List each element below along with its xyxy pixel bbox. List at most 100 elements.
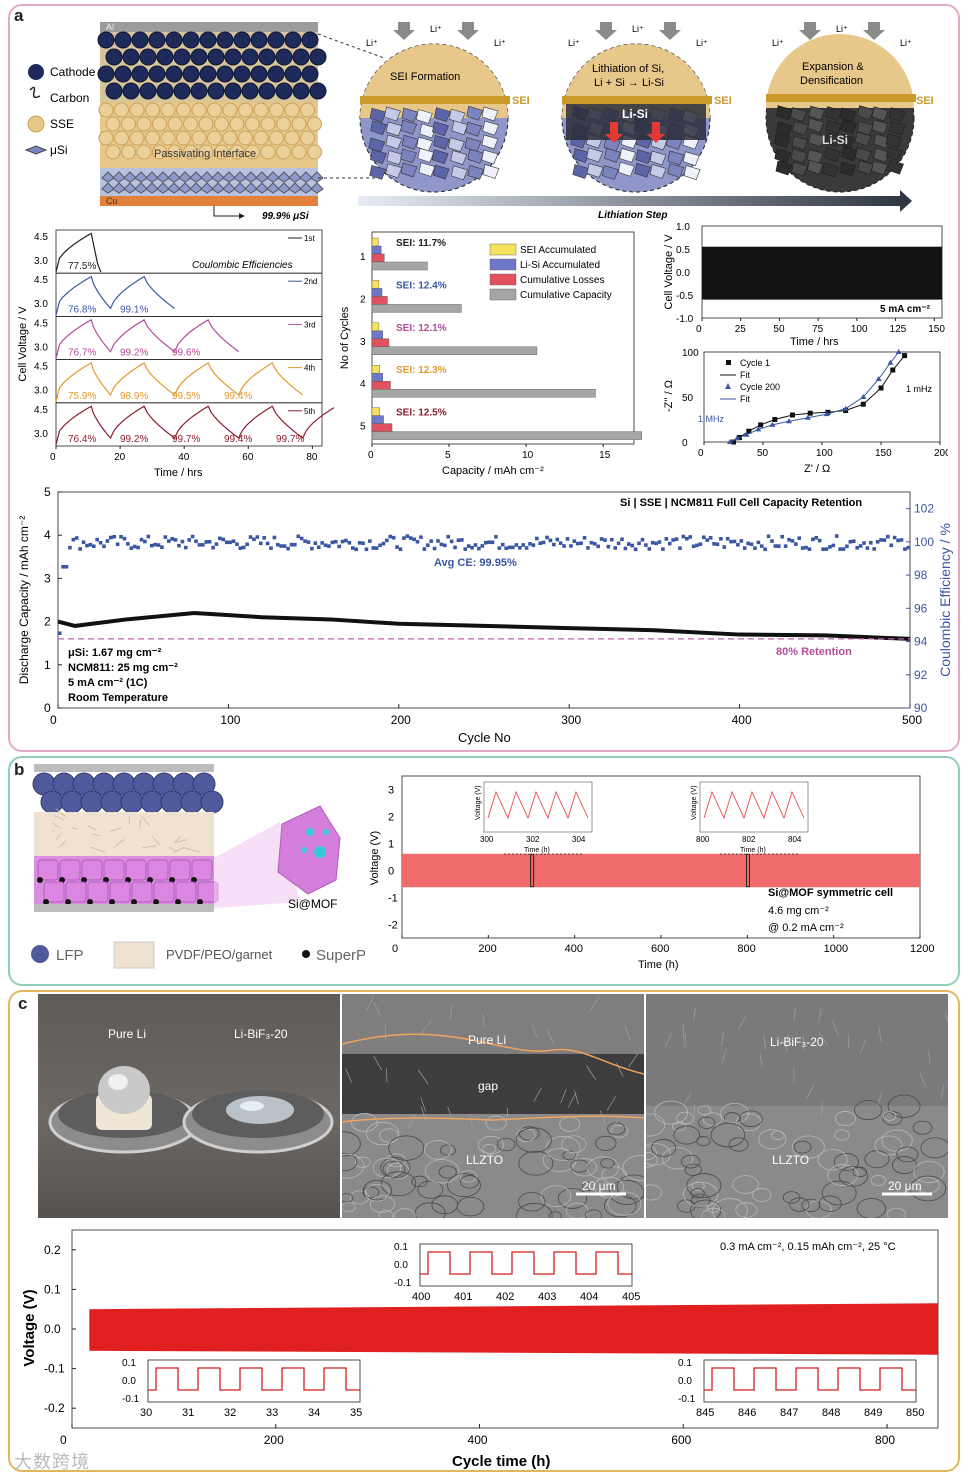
ce-point bbox=[824, 547, 829, 551]
grain bbox=[362, 1179, 392, 1201]
libif3-chart: 0.3 mA cm⁻², 0.15 mAh cm⁻², 25 °C 0 200 400… bbox=[21, 1229, 939, 1470]
cathode-particle bbox=[284, 31, 302, 49]
ce-point bbox=[91, 544, 96, 549]
si-shard bbox=[838, 133, 856, 149]
si-shard bbox=[466, 105, 484, 121]
li-ion-label: Li⁺ bbox=[772, 38, 784, 48]
si-shard bbox=[451, 120, 469, 136]
ce-point bbox=[139, 537, 144, 542]
ridge bbox=[616, 1062, 624, 1077]
data-point bbox=[804, 414, 811, 420]
grain bbox=[882, 1111, 897, 1121]
grain bbox=[710, 1122, 746, 1148]
cathode-particle bbox=[309, 82, 327, 100]
si-shard bbox=[432, 164, 450, 180]
full-cell-chart: 80% Retention Avg CE: 99.95% Si | SSE | NC… bbox=[17, 485, 953, 745]
grain bbox=[792, 1135, 825, 1159]
ce-point bbox=[736, 542, 740, 547]
ce-point bbox=[320, 541, 324, 545]
ce-point bbox=[61, 564, 65, 569]
inset-x-tick: 405 bbox=[622, 1291, 640, 1303]
grain bbox=[607, 1191, 642, 1216]
grain bbox=[673, 1125, 701, 1145]
ce-point bbox=[432, 546, 437, 551]
condition-note: 4.6 mg cm⁻² bbox=[768, 905, 829, 917]
cathode-particle bbox=[199, 31, 217, 49]
x-tick-label: 125 bbox=[890, 324, 907, 335]
ce-point bbox=[517, 546, 522, 550]
grain bbox=[585, 1209, 603, 1218]
inset-x-tick: 302 bbox=[526, 835, 540, 844]
ce-point bbox=[729, 539, 733, 544]
ce-point bbox=[552, 542, 556, 547]
si-shard bbox=[857, 105, 874, 121]
simof-label: Si@MOF bbox=[288, 897, 338, 911]
ce-chart: 4.5 3.0 1st 77.5% 4.5 3.0 2nd 76.8% 99.1% 4.5 3.0 3… bbox=[17, 229, 334, 479]
lithiation-arrow bbox=[358, 190, 912, 212]
ce-point bbox=[572, 539, 577, 543]
cathode-particle bbox=[122, 82, 140, 100]
condition-note: μSi: 1.67 mg cm⁻² bbox=[68, 647, 162, 659]
ridge bbox=[693, 1006, 696, 1022]
ce-point bbox=[684, 536, 689, 541]
superp-particle bbox=[87, 899, 93, 905]
ce-value-label: 99.5% bbox=[172, 391, 200, 402]
electrolyte-icon bbox=[113, 941, 155, 969]
ridge bbox=[919, 1072, 926, 1087]
grain bbox=[496, 1137, 516, 1152]
ce-point bbox=[657, 540, 662, 544]
grain bbox=[690, 1199, 722, 1218]
x-tick-label: 0 bbox=[392, 943, 398, 955]
sse-particle bbox=[145, 102, 160, 118]
ce-point bbox=[68, 545, 72, 550]
circle3-label-2: Densification bbox=[800, 75, 863, 87]
scale-bar-2: 20 μm bbox=[888, 1179, 922, 1193]
si-shard bbox=[481, 106, 499, 122]
superp-particle bbox=[131, 899, 137, 905]
inset-x-tick: 848 bbox=[822, 1407, 840, 1419]
sei-percent-label: SEI: 12.4% bbox=[396, 280, 447, 291]
ridge bbox=[421, 1020, 432, 1035]
ce-point bbox=[821, 547, 825, 552]
ce-point bbox=[698, 542, 703, 546]
ce-point bbox=[719, 537, 723, 541]
ce-point bbox=[494, 534, 498, 539]
voltage-trace bbox=[702, 246, 942, 300]
x-tick-label: 400 bbox=[468, 1433, 488, 1447]
ce-point bbox=[776, 544, 781, 548]
fiber bbox=[152, 836, 161, 846]
lfp-particle bbox=[40, 790, 64, 814]
cathode-particle bbox=[258, 48, 276, 66]
circle1-label: SEI Formation bbox=[390, 71, 460, 83]
si-shard bbox=[634, 162, 652, 178]
zoom-marker bbox=[530, 853, 535, 888]
ce-point bbox=[207, 539, 212, 544]
ce-point bbox=[773, 544, 778, 548]
ce-point bbox=[368, 539, 372, 543]
ce-point bbox=[327, 544, 331, 548]
mof-cube bbox=[109, 881, 131, 903]
ce-point bbox=[794, 542, 798, 546]
fiber bbox=[71, 827, 78, 830]
ridge bbox=[818, 1008, 822, 1023]
sse-particle bbox=[121, 144, 136, 160]
y-axis-label: Cell Voltage / V bbox=[17, 306, 29, 382]
annotation-1mhz-low: 1 mHz bbox=[906, 384, 933, 394]
ce-point bbox=[422, 547, 427, 551]
si-shard bbox=[434, 107, 451, 123]
sse-particle bbox=[238, 130, 253, 146]
ce-point bbox=[875, 540, 880, 544]
x-tick-label: 500 bbox=[902, 713, 922, 727]
ce-point bbox=[579, 541, 583, 546]
inset-y-tick: 0.0 bbox=[122, 1376, 136, 1387]
grain bbox=[411, 1175, 428, 1188]
legend-label: Cumulative Losses bbox=[520, 275, 604, 286]
ce-point bbox=[323, 543, 328, 548]
data-point bbox=[743, 431, 750, 437]
sse-particle bbox=[300, 130, 315, 146]
fiber bbox=[174, 836, 181, 843]
inset-x-tick: 845 bbox=[696, 1407, 714, 1419]
ce-point bbox=[344, 538, 348, 543]
grain bbox=[438, 1165, 457, 1179]
si-shard bbox=[825, 106, 843, 122]
